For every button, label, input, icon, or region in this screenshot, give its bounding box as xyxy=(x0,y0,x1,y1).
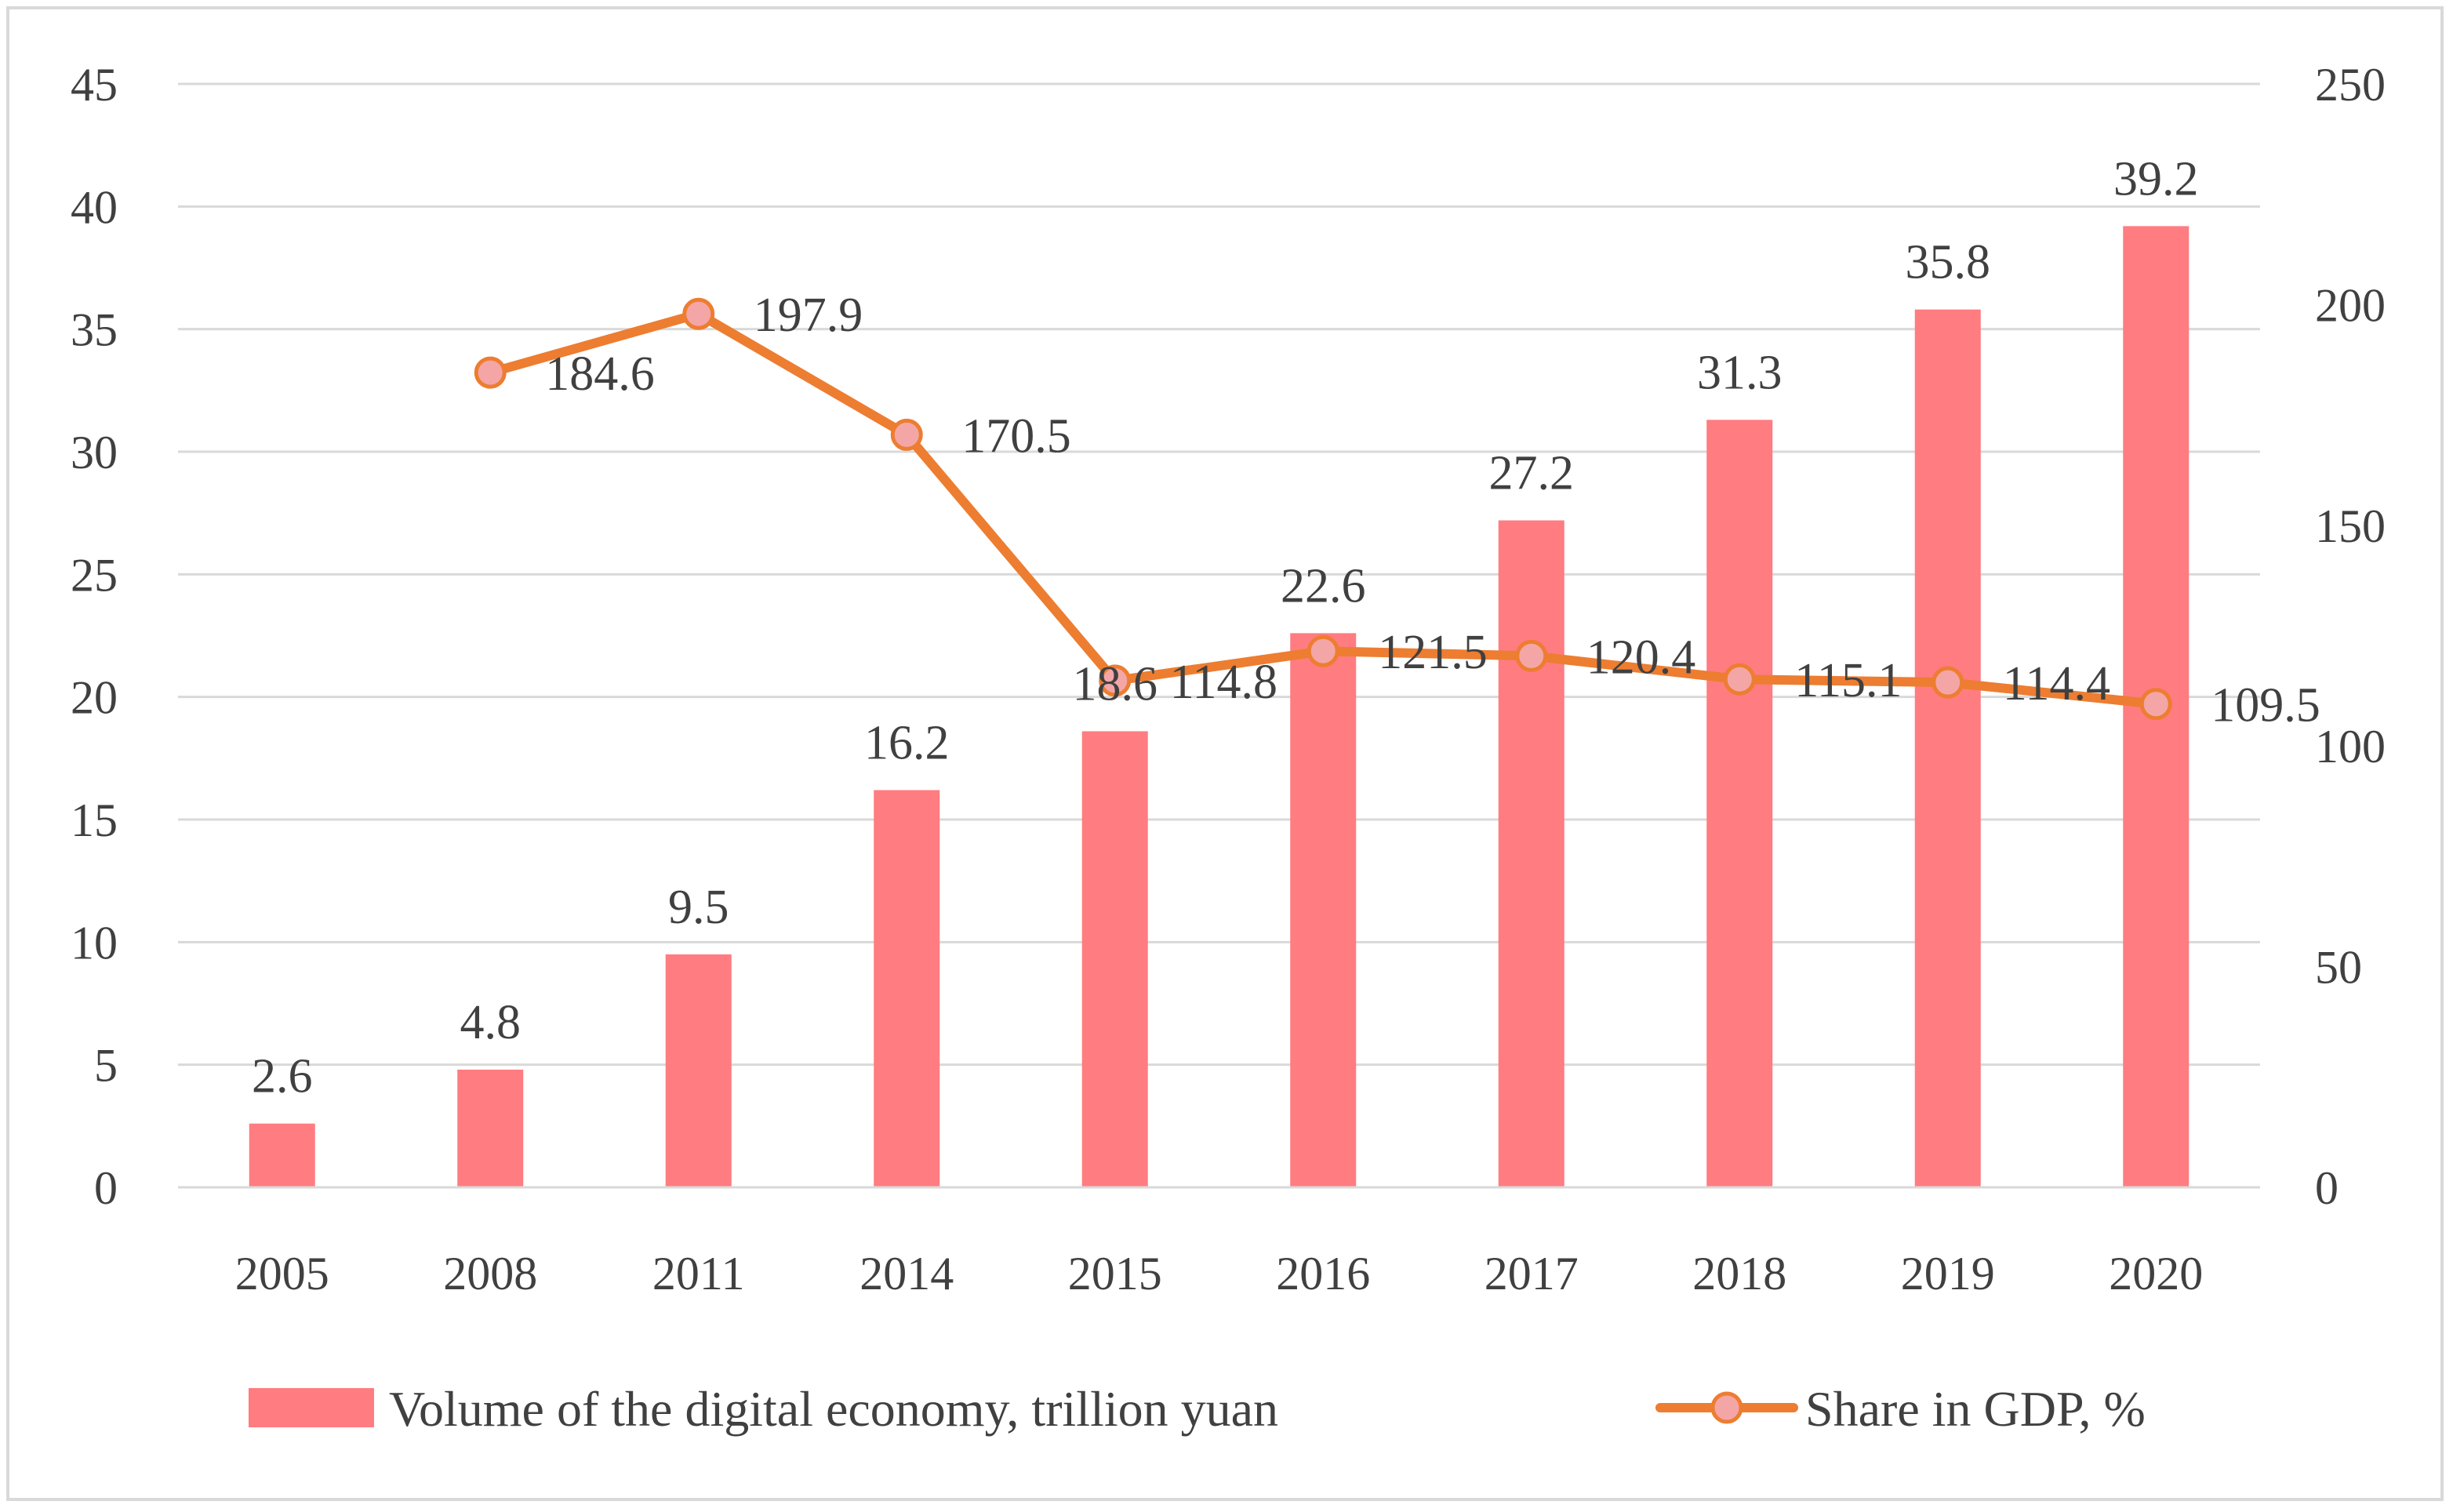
legend-line-marker xyxy=(1710,1391,1743,1424)
line-marker xyxy=(890,418,923,451)
y-left-tick-label: 0 xyxy=(94,1162,118,1214)
chart-frame: 2.6 4.8 9.5 16.2 18.6 22.6 27.2 31.3 35.8 39.2 184… xyxy=(6,6,2444,1501)
line-marker xyxy=(1099,664,1132,697)
x-tick-label: 2019 xyxy=(1901,1248,1995,1299)
line-data-label: 114.8 xyxy=(1170,656,1277,709)
bar xyxy=(1081,731,1148,1187)
y-left-tick-label: 40 xyxy=(71,181,118,233)
y-right-tick-label: 100 xyxy=(2315,721,2386,772)
legend-line-label: Share in GDP, % xyxy=(1805,1381,2146,1437)
line-data-label: 120.4 xyxy=(1586,631,1696,684)
line-series xyxy=(474,297,2172,721)
bar-series xyxy=(249,226,2190,1187)
bar-data-label: 9.5 xyxy=(668,881,729,934)
y-left-tick-label: 10 xyxy=(71,917,118,969)
x-tick-label: 2008 xyxy=(443,1248,537,1299)
legend-bar-label: Volume of the digital economy, trillion … xyxy=(389,1381,1278,1437)
line-data-label: 114.4 xyxy=(2003,657,2110,711)
y-right-tick-label: 0 xyxy=(2315,1162,2339,1214)
line-marker xyxy=(1515,639,1548,672)
bar xyxy=(874,790,940,1187)
bar-data-label: 31.3 xyxy=(1697,346,1783,399)
y-left-tick-label: 5 xyxy=(94,1040,118,1092)
bar-data-label: 4.8 xyxy=(460,996,521,1049)
y-left-tick-label: 25 xyxy=(71,549,118,601)
line-marker xyxy=(682,297,715,330)
y-left-tick-label: 20 xyxy=(71,672,118,724)
data-labels: 2.6 4.8 9.5 16.2 18.6 22.6 27.2 31.3 35.8 39.2 184… xyxy=(252,152,2320,1103)
bar-data-label: 16.2 xyxy=(864,716,950,769)
bar-data-label: 39.2 xyxy=(2113,152,2199,205)
y-left-tick-label: 30 xyxy=(71,427,118,478)
legend: Volume of the digital economy, trillion … xyxy=(249,1381,2146,1437)
gridlines xyxy=(178,82,2260,1189)
x-tick-label: 2020 xyxy=(2109,1248,2203,1299)
axes: 0 5 10 15 20 25 30 35 40 45 0 50 100 150 200 250 2005 200… xyxy=(71,59,2386,1299)
x-tick-label: 2017 xyxy=(1485,1248,1579,1299)
line-data-label: 170.5 xyxy=(961,409,1071,463)
bar xyxy=(249,1123,315,1187)
x-tick-label: 2018 xyxy=(1692,1248,1786,1299)
chart-svg: 2.6 4.8 9.5 16.2 18.6 22.6 27.2 31.3 35.8 39.2 184… xyxy=(71,59,2386,1437)
line-marker xyxy=(474,356,507,389)
line-marker xyxy=(2139,688,2172,721)
line-data-label: 121.5 xyxy=(1378,626,1488,679)
y-right-tick-label: 50 xyxy=(2315,942,2362,994)
line-marker xyxy=(1932,666,1964,699)
legend-bar-swatch xyxy=(249,1388,374,1427)
x-tick-label: 2005 xyxy=(235,1248,329,1299)
bar-data-label: 27.2 xyxy=(1489,447,1575,500)
x-tick-label: 2014 xyxy=(859,1248,954,1299)
line-data-label: 115.1 xyxy=(1794,654,1902,707)
x-tick-label: 2011 xyxy=(652,1248,745,1299)
bar xyxy=(457,1069,524,1187)
bar xyxy=(1914,309,1981,1187)
y-left-tick-label: 45 xyxy=(71,59,118,111)
line-marker xyxy=(1306,634,1339,667)
y-right-tick-label: 150 xyxy=(2315,500,2386,552)
bar-data-label: 22.6 xyxy=(1281,559,1366,612)
y-left-tick-label: 15 xyxy=(71,794,118,846)
line-marker xyxy=(1723,663,1756,696)
y-right-tick-label: 200 xyxy=(2315,279,2386,331)
x-tick-label: 2016 xyxy=(1276,1248,1370,1299)
bar xyxy=(1498,520,1564,1187)
bar-data-label: 18.6 xyxy=(1073,657,1158,711)
bar-data-label: 2.6 xyxy=(252,1050,313,1103)
y-left-tick-label: 35 xyxy=(71,304,118,356)
line-data-label: 109.5 xyxy=(2211,679,2320,732)
line-data-label: 184.6 xyxy=(545,347,655,401)
x-tick-label: 2015 xyxy=(1068,1248,1162,1299)
bar-data-label: 35.8 xyxy=(1906,236,1991,289)
line-data-label: 197.9 xyxy=(754,289,863,342)
y-right-tick-label: 250 xyxy=(2315,59,2386,111)
bar xyxy=(1706,420,1773,1187)
bar xyxy=(1290,633,1357,1187)
bar xyxy=(665,954,732,1187)
